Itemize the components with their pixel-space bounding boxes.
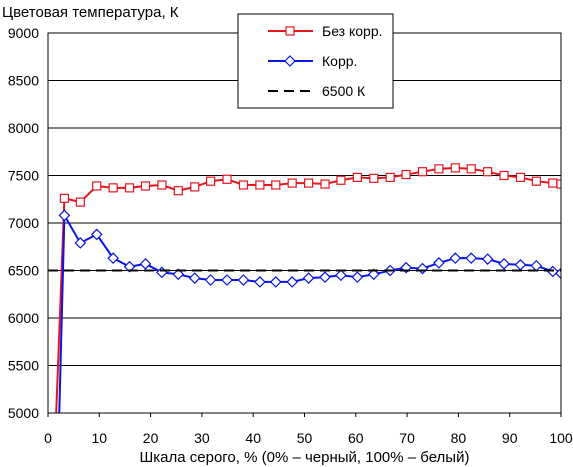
legend-label-1: Без корр. bbox=[322, 23, 383, 39]
legend-label-3: 6500 К bbox=[322, 83, 366, 99]
legend-box bbox=[237, 13, 394, 109]
series-1-point bbox=[222, 174, 232, 184]
series-1-point bbox=[271, 180, 281, 190]
series-1-point bbox=[450, 163, 460, 173]
y-tick-label: 5000 bbox=[8, 405, 39, 421]
series-2-point bbox=[465, 252, 478, 264]
x-tick-label: 70 bbox=[399, 430, 415, 446]
series-2-point bbox=[416, 262, 429, 275]
series-2-point bbox=[269, 276, 282, 288]
series-1-point bbox=[385, 172, 395, 182]
y-tick-label: 7000 bbox=[8, 215, 39, 231]
y-tick-label: 9000 bbox=[8, 25, 39, 41]
series-2-point bbox=[433, 257, 445, 269]
x-tick-label: 30 bbox=[194, 430, 210, 446]
y-tick-label: 8000 bbox=[8, 120, 39, 136]
series-1-point bbox=[434, 164, 444, 174]
series-layer bbox=[48, 163, 561, 413]
series-1-point bbox=[369, 173, 379, 183]
y-tick-label: 6500 bbox=[8, 263, 39, 279]
x-tick-label: 90 bbox=[502, 430, 518, 446]
series-1-point bbox=[336, 175, 346, 185]
series-2-point bbox=[254, 276, 266, 288]
series-2-point bbox=[90, 228, 103, 241]
series-1-point bbox=[556, 179, 561, 189]
x-tick-label: 50 bbox=[297, 430, 313, 446]
series-1-point bbox=[401, 169, 411, 180]
series-1-line bbox=[55, 166, 561, 413]
series-1-point bbox=[238, 180, 249, 190]
series-1-point bbox=[255, 180, 265, 190]
series-2-point bbox=[449, 252, 462, 264]
series-2-point bbox=[204, 274, 217, 286]
series-1-point bbox=[287, 178, 297, 188]
series-2-point bbox=[286, 276, 299, 288]
series-1-point bbox=[417, 167, 428, 177]
y-tick-label: 5500 bbox=[8, 358, 39, 374]
series-2-point bbox=[498, 258, 510, 270]
x-tick-label: 0 bbox=[44, 430, 52, 446]
series-2-line bbox=[58, 211, 561, 413]
series-1-point bbox=[548, 178, 558, 188]
series-2-point bbox=[188, 272, 201, 284]
series-2-point bbox=[319, 271, 331, 283]
series-2-point bbox=[514, 258, 527, 271]
series-2-point bbox=[139, 258, 152, 270]
series-1-point bbox=[499, 170, 509, 181]
legend-label-2: Корр. bbox=[322, 53, 357, 69]
series-2-point bbox=[555, 267, 561, 280]
y-tick-label: 6000 bbox=[8, 310, 39, 326]
series-1 bbox=[55, 163, 561, 413]
series-2-point bbox=[156, 266, 168, 279]
y-tick-label: 8500 bbox=[8, 73, 39, 89]
series-2-point bbox=[530, 259, 543, 272]
series-1-point bbox=[483, 167, 493, 177]
x-tick-label: 40 bbox=[245, 430, 261, 446]
series-2-point bbox=[172, 268, 185, 281]
series-1-point bbox=[531, 176, 541, 186]
series-1-point bbox=[92, 181, 102, 191]
series-2 bbox=[58, 209, 561, 413]
series-1-point bbox=[140, 181, 151, 191]
series-2-point bbox=[58, 209, 71, 222]
series-2-point bbox=[107, 252, 119, 264]
series-1-point bbox=[173, 186, 183, 196]
series-1-point bbox=[108, 183, 118, 193]
y-axis-title: Цветовая температура, К bbox=[2, 4, 179, 21]
series-1-point bbox=[157, 180, 167, 190]
series-2-point bbox=[123, 260, 136, 273]
x-tick-label: 10 bbox=[92, 430, 108, 446]
y-tick-label: 7500 bbox=[8, 168, 39, 184]
series-1-point bbox=[304, 178, 314, 188]
x-tick-label: 100 bbox=[549, 430, 573, 446]
series-2-point bbox=[74, 237, 87, 249]
series-1-point bbox=[515, 172, 526, 182]
series-2-point bbox=[367, 268, 380, 281]
series-1-point bbox=[320, 179, 330, 189]
series-1-point bbox=[59, 193, 70, 203]
series-1-point bbox=[352, 172, 362, 182]
series-1-point bbox=[466, 164, 476, 174]
series-1-point bbox=[124, 183, 135, 193]
series-2-point bbox=[335, 269, 347, 282]
series-1-point bbox=[75, 197, 85, 207]
series-1-point bbox=[206, 176, 216, 186]
series-2-point bbox=[481, 253, 494, 265]
x-tick-label: 80 bbox=[451, 430, 467, 446]
series-2-point bbox=[351, 271, 364, 283]
x-axis-title: Шкала серого, % (0% – черный, 100% – бел… bbox=[140, 449, 470, 466]
series-1-point bbox=[190, 182, 200, 192]
axis-ticks: 5000 5500 6000 6500 7000 7500 8000 8500 9000 0 10 2… bbox=[8, 25, 573, 446]
legend-swatch-2-point bbox=[284, 55, 296, 67]
series-2-point bbox=[237, 274, 250, 286]
x-tick-label: 20 bbox=[143, 430, 159, 446]
series-2-point bbox=[221, 274, 233, 286]
legend: Без корр. Корр. 6500 К bbox=[237, 13, 394, 109]
x-tick-label: 60 bbox=[348, 430, 364, 446]
legend-swatch-1-point bbox=[285, 26, 295, 36]
series-2-point bbox=[302, 272, 315, 284]
